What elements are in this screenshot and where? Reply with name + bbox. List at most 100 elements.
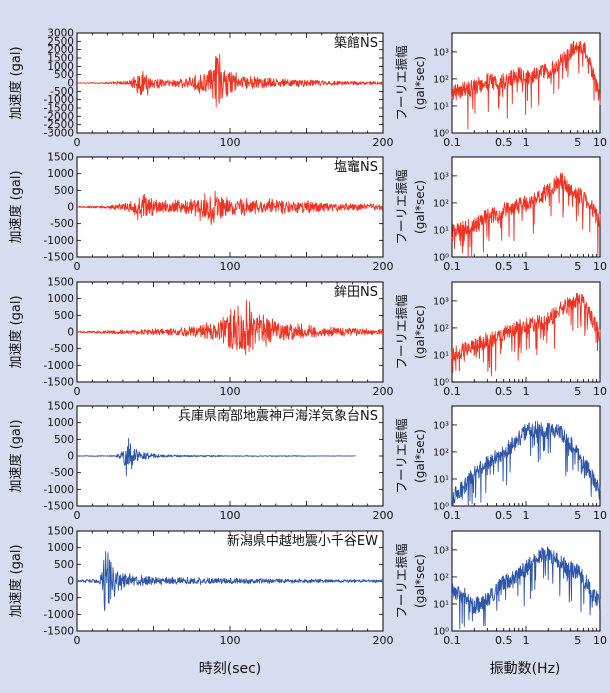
y-tick-label: 10² xyxy=(433,198,449,209)
station-title: 塩竈NS xyxy=(334,160,378,175)
spectrum-trace xyxy=(451,40,601,130)
station-title: 築館NS xyxy=(334,36,378,51)
time-ylabel: 加速度 (gal) xyxy=(8,295,24,368)
y-tick-label: 10⁰ xyxy=(433,378,449,389)
x-tick-label: 0.1 xyxy=(443,634,461,647)
waveform-trace xyxy=(76,438,356,477)
spectrum-ylabel-line2: (gal*sec) xyxy=(413,429,427,483)
y-tick-label: -500 xyxy=(50,467,74,479)
station-title: 鉾田NS xyxy=(334,285,378,300)
x-tick-label: 100 xyxy=(220,260,241,273)
y-tick-label: 10¹ xyxy=(433,599,449,610)
waveform-trace xyxy=(76,54,384,108)
x-tick-label: 0.1 xyxy=(443,260,461,273)
x-tick-label: 100 xyxy=(220,509,241,522)
y-tick-label: 1000 xyxy=(47,168,74,180)
x-tick-label: 0 xyxy=(74,260,81,273)
y-tick-label: 10¹ xyxy=(433,350,449,361)
x-tick-label: 10 xyxy=(593,634,607,647)
x-tick-label: 0.5 xyxy=(495,385,513,398)
y-tick-label: 10² xyxy=(433,572,449,583)
y-tick-label: 0 xyxy=(67,78,74,90)
y-tick-label: 10³ xyxy=(433,545,449,556)
y-tick-label: -1000 xyxy=(43,235,74,247)
waveform-trace xyxy=(76,299,384,356)
time-history-panel: -1500 -1000 -500 0 500 1000 1500 0 100 200 加速度 (ga… xyxy=(8,152,394,274)
y-tick-label: -500 xyxy=(50,218,74,230)
time-history-panel: -3000-2500-2000-1500-1000-50005001000150… xyxy=(8,28,394,150)
y-tick-label: 0 xyxy=(67,202,74,214)
y-tick-label: 500 xyxy=(54,559,74,571)
y-tick-label: 500 xyxy=(54,69,74,81)
spectrum-plot-area xyxy=(451,530,601,632)
x-tick-label: 1 xyxy=(523,260,530,273)
y-tick-label: -1500 xyxy=(43,103,74,115)
fourier-spectrum-panel: 0.1 0.5 1 5 10 10⁰ 10¹ 10² 10³ フーリエ振幅 (gal*sec) xyxy=(394,281,607,398)
y-tick-label: 10⁰ xyxy=(433,627,449,638)
y-tick-label: 0 xyxy=(67,327,74,339)
x-tick-label: 1 xyxy=(523,136,530,149)
spectrum-ylabel-line1: フーリエ振幅 xyxy=(394,294,409,369)
chart-row: -1500 -1000 -500 0 500 1000 1500 0 100 200 加速度 (ga… xyxy=(8,277,607,399)
fourier-spectrum-panel: 0.1 0.5 1 5 10 10⁰ 10¹ 10² 10³ フーリエ振幅 (gal*sec) xyxy=(394,32,607,149)
spectrum-ylabel-line2: (gal*sec) xyxy=(413,180,427,234)
station-title: 兵庫県南部地震神戸海洋気象台NS xyxy=(178,408,378,424)
x-tick-label: 0 xyxy=(74,385,81,398)
y-tick-label: 0 xyxy=(67,451,74,463)
y-tick-label: 10³ xyxy=(433,47,449,58)
time-history-panel: -1500 -1000 -500 0 500 1000 1500 0 100 200 加速度 (ga… xyxy=(8,526,394,648)
chart-row: -1500 -1000 -500 0 500 1000 1500 0 100 200 加速度 (ga… xyxy=(8,152,607,274)
y-tick-label: 0 xyxy=(67,576,74,588)
y-tick-label: -1000 xyxy=(43,484,74,496)
y-tick-label: -1000 xyxy=(43,609,74,621)
y-tick-label: 1000 xyxy=(47,293,74,305)
x-tick-label: 10 xyxy=(593,260,607,273)
x-tick-label: 200 xyxy=(373,509,394,522)
x-tick-label: 200 xyxy=(373,136,394,149)
fourier-spectrum-panel: 0.1 0.5 1 5 10 10⁰ 10¹ 10² 10³ フーリエ振幅 (gal*sec) xyxy=(394,530,607,647)
waveform-trace xyxy=(76,551,384,612)
spectrum-trace xyxy=(451,172,601,258)
y-tick-label: 10¹ xyxy=(433,225,449,236)
spectrum-ylabel-line1: フーリエ振幅 xyxy=(394,543,409,618)
time-ylabel: 加速度 (gal) xyxy=(8,544,24,617)
chart-row: -1500 -1000 -500 0 500 1000 1500 0 100 200 加速度 (ga… xyxy=(8,526,607,648)
x-tick-label: 1 xyxy=(523,385,530,398)
spectrum-trace xyxy=(451,292,601,377)
waveform-trace xyxy=(76,190,384,225)
chart-row: -1500 -1000 -500 0 500 1000 1500 0 100 200 加速度 (ga… xyxy=(8,401,607,523)
y-tick-label: 10⁰ xyxy=(433,253,449,264)
y-tick-label: 2500 xyxy=(47,36,74,48)
x-tick-label: 0.1 xyxy=(443,385,461,398)
y-tick-label: -500 xyxy=(50,343,74,355)
time-axis-xlabel: 時刻(sec) xyxy=(199,661,262,677)
y-tick-label: 1000 xyxy=(47,542,74,554)
fourier-spectrum-panel: 0.1 0.5 1 5 10 10⁰ 10¹ 10² 10³ フーリエ振幅 (gal*sec) xyxy=(394,156,607,273)
x-tick-label: 100 xyxy=(220,385,241,398)
x-tick-label: 0.5 xyxy=(495,136,513,149)
y-tick-label: 1500 xyxy=(47,152,74,164)
chart-row: -3000-2500-2000-1500-1000-50005001000150… xyxy=(8,28,607,150)
station-title: 新潟県中越地震小千谷EW xyxy=(227,533,378,549)
y-tick-label: 10³ xyxy=(433,296,449,307)
y-tick-label: -1500 xyxy=(43,252,74,264)
x-tick-label: 200 xyxy=(373,634,394,647)
spectrum-trace xyxy=(451,421,601,507)
x-tick-label: 10 xyxy=(593,385,607,398)
y-tick-label: -1500 xyxy=(43,501,74,513)
spectrum-ylabel-line2: (gal*sec) xyxy=(413,554,427,608)
spectrum-ylabel-line2: (gal*sec) xyxy=(413,305,427,359)
y-tick-label: 1000 xyxy=(47,417,74,429)
x-tick-label: 5 xyxy=(574,509,581,522)
y-tick-label: -1000 xyxy=(43,360,74,372)
y-tick-label: 1500 xyxy=(47,53,74,65)
panels: -3000-2500-2000-1500-1000-50005001000150… xyxy=(8,28,607,648)
y-tick-label: -3000 xyxy=(43,128,74,140)
x-tick-label: 5 xyxy=(574,136,581,149)
x-tick-label: 0.5 xyxy=(495,260,513,273)
y-tick-label: 10² xyxy=(433,323,449,334)
time-history-panel: -1500 -1000 -500 0 500 1000 1500 0 100 200 加速度 (ga… xyxy=(8,401,394,523)
y-tick-label: 1500 xyxy=(47,277,74,289)
y-tick-label: -2000 xyxy=(43,111,74,123)
